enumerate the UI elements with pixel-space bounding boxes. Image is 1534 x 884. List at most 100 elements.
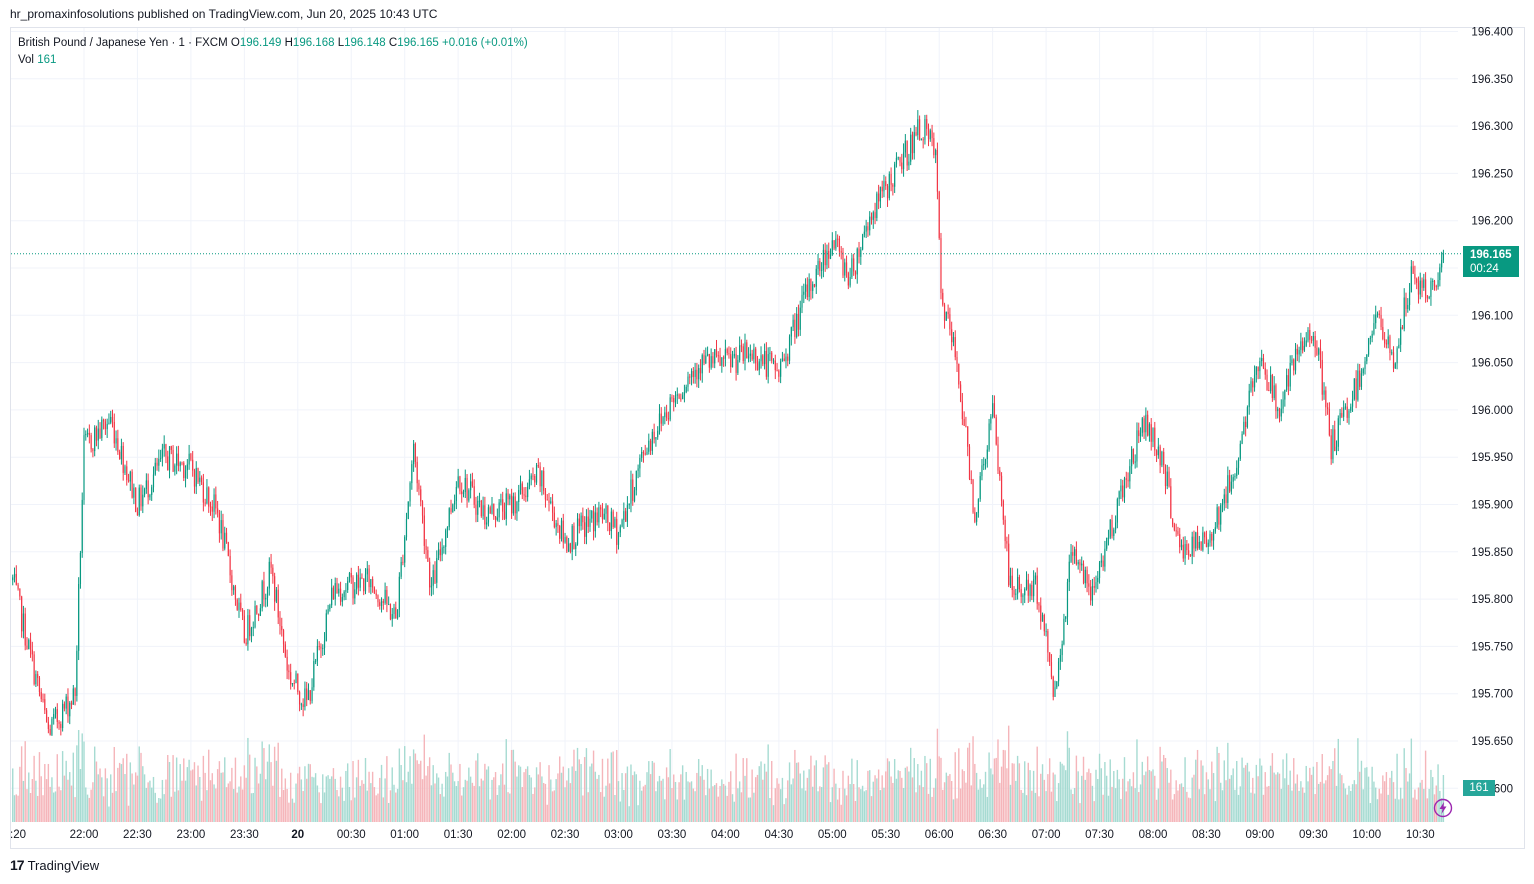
volume-bar bbox=[102, 796, 105, 822]
candle-body bbox=[701, 355, 703, 374]
volume-bar bbox=[487, 766, 490, 822]
candle-body bbox=[240, 602, 242, 610]
volume-bar bbox=[350, 800, 352, 822]
candle-body bbox=[72, 688, 74, 705]
volume-bar bbox=[599, 792, 602, 822]
volume-bar bbox=[1280, 788, 1282, 822]
volume-bar bbox=[53, 792, 55, 822]
volume-bar bbox=[984, 771, 987, 822]
volume-bar bbox=[469, 776, 472, 822]
volume-bar bbox=[118, 762, 121, 822]
volume-bar bbox=[886, 758, 889, 822]
tradingview-logo[interactable]: 17 TradingView bbox=[10, 857, 99, 873]
candle-body bbox=[1344, 406, 1347, 408]
candle-body bbox=[617, 532, 620, 545]
open-label: O bbox=[230, 37, 240, 49]
volume-bar bbox=[61, 751, 64, 822]
volume-bar bbox=[1296, 774, 1299, 822]
volume-bar bbox=[559, 756, 561, 822]
candle-body bbox=[730, 354, 732, 368]
candle-body bbox=[674, 395, 677, 403]
candle-body bbox=[1013, 590, 1015, 595]
volume-bar bbox=[491, 779, 493, 822]
candle-body bbox=[867, 226, 869, 231]
volume-bar bbox=[355, 777, 358, 822]
candle-body bbox=[67, 696, 69, 717]
volume-bar bbox=[1255, 764, 1258, 822]
candle-body bbox=[464, 477, 466, 493]
volume-bar bbox=[1193, 774, 1195, 822]
volume-bar bbox=[387, 802, 390, 822]
x-tick-label: 08:00 bbox=[1139, 829, 1168, 841]
volume-bar bbox=[307, 763, 310, 822]
volume-bar bbox=[208, 749, 210, 822]
candle-body bbox=[1378, 313, 1380, 316]
volume-bar bbox=[1127, 781, 1129, 822]
candle-body bbox=[1360, 373, 1363, 387]
candle-body bbox=[245, 642, 247, 645]
volume-bar bbox=[507, 792, 509, 822]
volume-bar bbox=[542, 782, 545, 822]
volume-bar bbox=[1141, 761, 1144, 822]
candle-body bbox=[548, 500, 550, 503]
volume-bar bbox=[541, 776, 543, 822]
candle-body bbox=[133, 487, 135, 498]
volume-bar bbox=[1152, 769, 1154, 822]
volume-bar bbox=[863, 791, 866, 822]
candle-body bbox=[1043, 614, 1045, 632]
volume-bar bbox=[1332, 760, 1334, 822]
volume-bar bbox=[779, 789, 782, 822]
volume-bar bbox=[605, 785, 607, 822]
volume-bar bbox=[443, 796, 445, 822]
volume-bar bbox=[539, 762, 541, 822]
candle-body bbox=[263, 581, 265, 600]
candle-body bbox=[1327, 407, 1329, 410]
candle-body bbox=[1056, 681, 1058, 688]
volume-bar bbox=[1146, 756, 1149, 822]
volume-bar bbox=[797, 762, 800, 822]
candle-body bbox=[858, 248, 860, 257]
candle-body bbox=[1268, 390, 1270, 392]
volume-bar bbox=[36, 795, 39, 822]
candle-body bbox=[1143, 418, 1145, 433]
candle-body bbox=[193, 470, 196, 487]
candle-body bbox=[493, 503, 495, 517]
candle-body bbox=[377, 595, 379, 603]
volume-bar bbox=[1419, 782, 1421, 822]
volume-bar bbox=[851, 758, 853, 822]
x-tick-label: 22:30 bbox=[123, 829, 152, 841]
volume-bar bbox=[1129, 778, 1131, 822]
candle-body bbox=[511, 495, 513, 514]
volume-bar bbox=[220, 772, 222, 822]
candle-body bbox=[1018, 576, 1020, 590]
candle-body bbox=[1278, 408, 1281, 417]
candle-body bbox=[625, 511, 627, 522]
volume-bar bbox=[304, 766, 306, 822]
candle-body bbox=[184, 470, 187, 479]
chart-frame[interactable] bbox=[10, 27, 1525, 849]
volume-bar bbox=[345, 770, 347, 822]
volume-bar bbox=[1173, 794, 1176, 822]
lightning-icon[interactable] bbox=[1433, 798, 1453, 818]
volume-bar bbox=[1271, 753, 1274, 822]
volume-bar bbox=[933, 787, 935, 822]
candle-body bbox=[1382, 327, 1384, 339]
candle-body bbox=[325, 613, 327, 641]
volume-bar bbox=[678, 782, 680, 822]
volume-bar bbox=[1228, 778, 1231, 822]
symbol-description[interactable]: British Pound / Japanese Yen · 1 · FXCM bbox=[18, 37, 228, 49]
candle-body bbox=[1077, 562, 1079, 565]
candle-body bbox=[341, 597, 343, 602]
volume-bar bbox=[551, 791, 554, 822]
candle-body bbox=[580, 515, 582, 527]
volume-bar bbox=[852, 784, 855, 822]
volume-bar bbox=[478, 786, 481, 822]
candle-body bbox=[502, 499, 504, 512]
volume-bar bbox=[920, 770, 923, 822]
volume-bar bbox=[630, 764, 632, 822]
volume-label[interactable]: Vol bbox=[18, 54, 34, 66]
candle-body bbox=[1173, 524, 1175, 531]
candle-body bbox=[1127, 479, 1129, 482]
volume-bar bbox=[607, 758, 609, 822]
